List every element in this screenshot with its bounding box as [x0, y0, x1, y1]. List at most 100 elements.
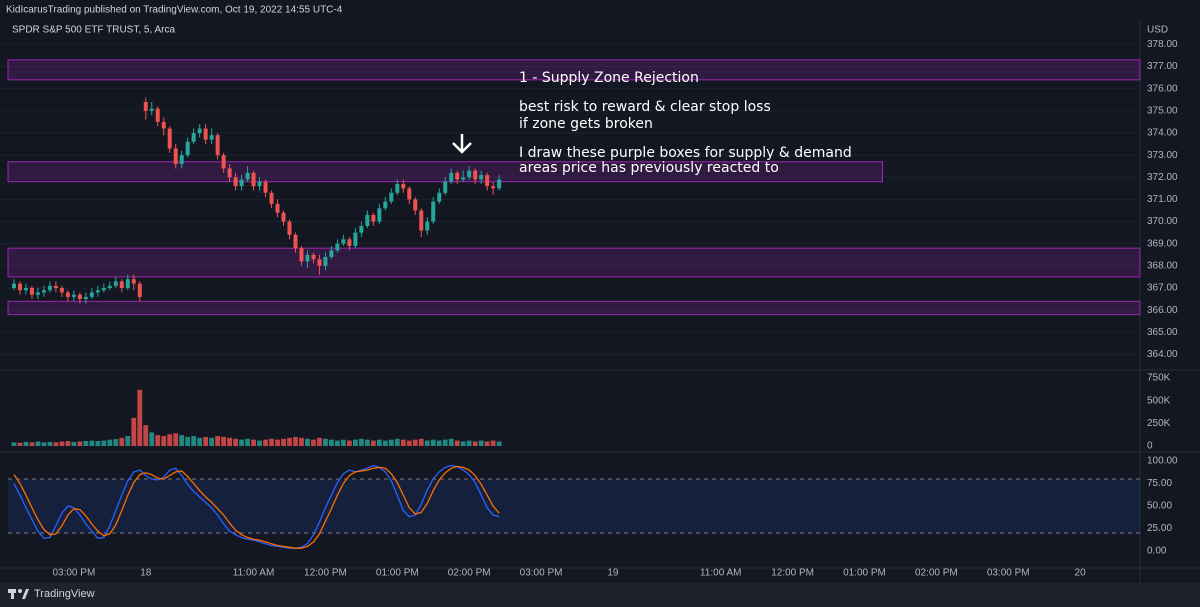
annotation-text: best risk to reward & clear stop loss [519, 99, 771, 115]
candle-body [233, 177, 238, 187]
volume-bar [11, 442, 17, 447]
candle-body [371, 214, 376, 222]
volume-bar [65, 441, 71, 447]
volume-bar [466, 440, 472, 447]
volume-bar [496, 441, 502, 447]
y-tick-label: 250K [1147, 418, 1171, 429]
volume-bar [245, 438, 250, 447]
candle-body [251, 172, 256, 187]
x-tick-label: 02:00 PM [448, 568, 491, 579]
candle-body [191, 132, 196, 142]
volume-bar [83, 441, 89, 447]
candle-body [167, 128, 172, 149]
annotation-text: areas price has previously reacted to [519, 160, 779, 176]
candle-body [317, 259, 322, 266]
candle-body [215, 135, 220, 156]
volume-bar [490, 440, 496, 447]
y-tick-label: 366.00 [1147, 305, 1178, 316]
candle-body [155, 108, 160, 122]
volume-bar [173, 433, 179, 447]
volume-bar [311, 439, 316, 447]
volume-bar [436, 440, 442, 447]
y-tick-label: 367.00 [1147, 283, 1178, 294]
candle-body [179, 155, 184, 164]
candle-body [401, 183, 406, 189]
y-tick-label: 500K [1147, 395, 1171, 406]
y-tick-label: 750K [1147, 373, 1171, 384]
oscillator-line [13, 465, 500, 549]
annotation-text: if zone gets broken [519, 116, 653, 132]
candle-body [185, 141, 190, 156]
volume-bar [454, 440, 460, 447]
candle-body [389, 192, 394, 202]
candle-body [83, 296, 88, 300]
annotation-text: 1 - Supply Zone Rejection [519, 70, 699, 86]
volume-bar [257, 440, 262, 447]
footer-bar [0, 583, 1200, 607]
x-tick-label: 11:00 AM [233, 568, 275, 579]
y-tick-label: 376.00 [1147, 83, 1178, 94]
volume-bar [346, 440, 352, 447]
publish-info: KidIcarusTrading published on TradingVie… [6, 5, 343, 16]
candle-body [281, 212, 286, 222]
candle-body [59, 288, 64, 293]
candle-body [263, 181, 268, 193]
candle-body [197, 128, 202, 133]
candle-body [101, 288, 106, 291]
y-tick-label: 374.00 [1147, 128, 1178, 139]
candle-body [407, 188, 412, 200]
volume-bar [29, 442, 35, 447]
volume-bar [424, 440, 430, 447]
candle-body [395, 183, 400, 193]
y-tick-label: 373.00 [1147, 150, 1178, 161]
candle-body [293, 234, 298, 249]
x-tick-label: 01:00 PM [376, 568, 419, 579]
candle-body [35, 292, 40, 295]
candle-body [89, 292, 94, 297]
candle-body [11, 283, 16, 289]
volume-bar [484, 441, 490, 447]
volume-bar [364, 439, 370, 447]
candle-body [347, 239, 352, 246]
candle-body [419, 210, 424, 231]
candle-body [311, 254, 316, 260]
volume-bar [167, 434, 173, 447]
volume-bar [323, 438, 328, 447]
volume-bar [412, 439, 418, 447]
candle-body [485, 175, 490, 187]
candle-body [29, 288, 34, 295]
y-tick-label: 0 [1147, 441, 1153, 452]
volume-bar [53, 442, 59, 447]
x-tick-label: 02:00 PM [915, 568, 958, 579]
oscillator-band [8, 479, 1140, 533]
volume-bar [35, 441, 41, 447]
candle-body [425, 221, 430, 231]
volume-bar [59, 441, 65, 447]
volume-bar [275, 439, 280, 447]
candle-body [437, 192, 442, 202]
x-tick-label: 20 [1075, 568, 1087, 579]
candle-body [383, 201, 388, 209]
candle-body [17, 283, 22, 291]
volume-bar [107, 439, 113, 447]
volume-bar [358, 438, 364, 447]
volume-bar [448, 438, 454, 447]
volume-bar [23, 441, 29, 447]
candle-body [221, 155, 226, 169]
candle-body [449, 172, 454, 182]
volume-bar [400, 439, 406, 447]
x-tick-label: 18 [140, 568, 152, 579]
y-tick-label: 372.00 [1147, 172, 1178, 183]
y-tick-label: 365.00 [1147, 327, 1178, 338]
candle-body [269, 192, 274, 204]
volume-bar [406, 440, 412, 447]
symbol-title: SPDR S&P 500 ETF TRUST, 5, Arca [12, 25, 175, 36]
volume-bar [442, 439, 448, 447]
volume-bar [335, 440, 340, 447]
candle-body [47, 285, 52, 291]
volume-bar [209, 437, 215, 447]
candle-body [23, 288, 28, 291]
candle-body [161, 121, 166, 129]
volume-bar [131, 417, 137, 447]
